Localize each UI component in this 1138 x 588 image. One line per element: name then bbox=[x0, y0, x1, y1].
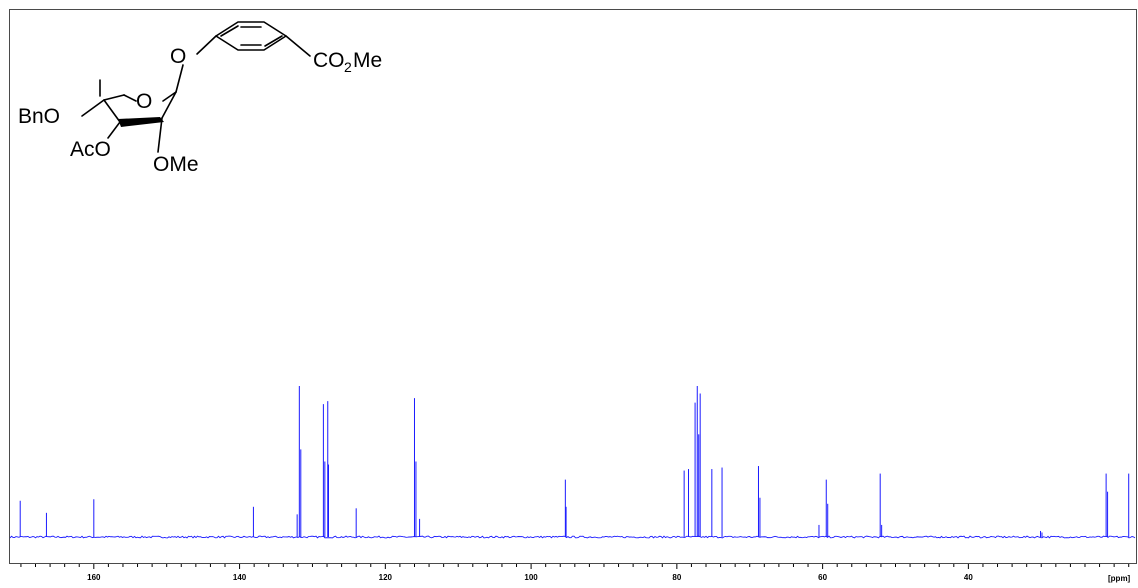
benzyloxy-label: BnO bbox=[18, 105, 60, 128]
aryl-oxygen-label: O bbox=[170, 45, 186, 68]
chemical-structure bbox=[81, 21, 311, 153]
x-axis-unit-label: [ppm] bbox=[1108, 574, 1131, 583]
c2-ome-bond bbox=[157, 117, 163, 153]
c3-oac-bond bbox=[107, 121, 121, 139]
aryl-o-anomeric-bond bbox=[175, 64, 184, 93]
ring-bold-wedge bbox=[118, 117, 164, 127]
x-axis-labels: 160 140 120 100 80 60 40 [ppm] bbox=[87, 573, 1130, 583]
x-tick-label: 100 bbox=[524, 573, 538, 582]
methoxy-label: OMe bbox=[153, 153, 199, 176]
x-tick-label: 160 bbox=[87, 573, 101, 582]
x-tick-label: 140 bbox=[233, 573, 247, 582]
x-tick-label: 80 bbox=[672, 573, 681, 582]
plot-frame bbox=[9, 9, 1137, 564]
x-tick-label: 120 bbox=[379, 573, 393, 582]
x-axis bbox=[20, 564, 1130, 569]
ester-subscript-label: 2 bbox=[344, 59, 352, 75]
benzene-ring bbox=[220, 25, 283, 47]
pyranose-ring bbox=[99, 79, 177, 123]
acetoxy-label: AcO bbox=[70, 138, 111, 161]
ring-oxygen-label: O bbox=[136, 90, 152, 113]
aryl-ether-bond bbox=[196, 35, 217, 55]
c4-obn-bond bbox=[81, 99, 105, 117]
ester-methyl-label: Me bbox=[353, 49, 382, 72]
ester-bond bbox=[285, 35, 311, 57]
ester-co-label: CO bbox=[313, 49, 345, 72]
x-tick-label: 60 bbox=[818, 573, 827, 582]
spectrum bbox=[9, 386, 1136, 539]
x-tick-label: 40 bbox=[964, 573, 973, 582]
structure-labels: O CO 2 Me BnO O AcO OMe bbox=[18, 45, 382, 176]
spectrum-baseline bbox=[9, 535, 1136, 539]
